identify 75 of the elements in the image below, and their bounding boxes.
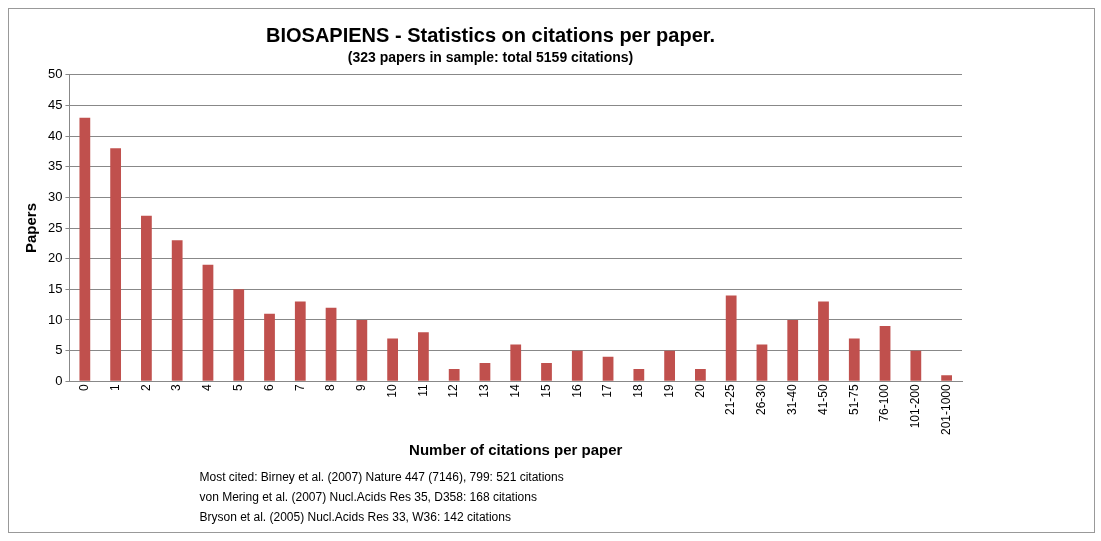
bar bbox=[264, 313, 275, 381]
text: von Mering et al. (2007) Nucl.Acids Res 35, D358: 168 citations bbox=[199, 490, 537, 505]
x-tick-label: 1 bbox=[107, 383, 122, 391]
x-tick-label: 19 bbox=[661, 383, 676, 398]
text: Bryson et al. (2005) Nucl.Acids Res 33, W36: 142 citations bbox=[199, 510, 511, 525]
bar bbox=[110, 148, 122, 381]
x-tick-label: 41-50 bbox=[815, 383, 830, 415]
bar bbox=[387, 338, 399, 381]
y-tick-label: 10 bbox=[47, 311, 63, 327]
bar bbox=[479, 362, 491, 381]
x-tick-label: 31-40 bbox=[785, 383, 800, 415]
y-tick-label: 45 bbox=[47, 97, 63, 113]
x-tick-label: 7 bbox=[292, 383, 307, 391]
bar bbox=[171, 240, 183, 381]
bar bbox=[294, 301, 306, 381]
bar bbox=[633, 369, 645, 381]
x-tick-label: 201-1000 bbox=[938, 383, 953, 436]
x-tick-label: 5 bbox=[231, 383, 246, 391]
bar bbox=[818, 301, 829, 381]
bar bbox=[79, 117, 91, 381]
bar bbox=[202, 264, 214, 381]
y-tick-label: 50 bbox=[47, 66, 63, 82]
x-tick-label: 11 bbox=[415, 383, 430, 397]
x-tick-label: 14 bbox=[508, 383, 523, 398]
chart-subtitle: (323 papers in sample: total 5159 citations) bbox=[347, 49, 634, 66]
bar bbox=[602, 356, 614, 381]
bar bbox=[848, 338, 860, 381]
x-tick-label: 21-25 bbox=[723, 383, 738, 415]
x-tick-label: 2 bbox=[138, 383, 153, 391]
bar bbox=[910, 350, 922, 381]
x-tick-label: 16 bbox=[569, 383, 584, 398]
bar bbox=[664, 350, 675, 381]
chart-title: BIOSAPIENS - Statistics on citations per paper. bbox=[266, 23, 715, 46]
x-tick-label: 4 bbox=[200, 383, 215, 391]
bar bbox=[879, 326, 891, 381]
x-tick-label: 20 bbox=[692, 383, 707, 398]
x-tick-label: 101-200 bbox=[908, 383, 923, 429]
bar bbox=[541, 362, 552, 381]
y-tick-label: 15 bbox=[47, 280, 63, 296]
bar bbox=[756, 344, 768, 381]
y-tick-label: 30 bbox=[47, 188, 63, 204]
x-tick-label: 10 bbox=[384, 383, 399, 398]
text: Most cited: Birney et al. (2007) Nature 447 (7146), 799: 521 citations bbox=[199, 470, 564, 485]
x-tick-label: 51-75 bbox=[846, 383, 861, 415]
bar bbox=[325, 307, 337, 381]
x-tick-label: 8 bbox=[323, 383, 338, 391]
x-tick-label: 76-100 bbox=[877, 383, 892, 422]
x-tick-label: 9 bbox=[354, 383, 369, 391]
x-axis-title: Number of citations per paper bbox=[409, 441, 623, 459]
x-tick-label: 12 bbox=[446, 383, 461, 398]
x-tick-label: 0 bbox=[77, 383, 92, 391]
bar bbox=[448, 369, 460, 381]
bar bbox=[571, 350, 583, 381]
y-tick-label: 5 bbox=[55, 342, 63, 358]
bar bbox=[356, 319, 368, 381]
bar bbox=[141, 215, 152, 381]
bar bbox=[418, 332, 429, 381]
x-tick-label: 18 bbox=[631, 383, 646, 398]
y-tick-label: 20 bbox=[47, 250, 63, 266]
x-tick-label: 13 bbox=[477, 383, 492, 398]
bar bbox=[233, 289, 245, 381]
bar bbox=[510, 344, 522, 381]
y-tick-label: 40 bbox=[47, 127, 63, 143]
bar bbox=[941, 375, 952, 381]
x-tick-label: 3 bbox=[169, 383, 184, 391]
x-tick-label: 6 bbox=[261, 383, 276, 391]
y-tick-label: 25 bbox=[47, 219, 63, 235]
x-tick-label: 26-30 bbox=[754, 383, 769, 415]
y-axis-title: Papers bbox=[22, 203, 40, 254]
bar bbox=[725, 295, 737, 381]
x-tick-label: 15 bbox=[538, 383, 553, 398]
x-tick-label: 17 bbox=[600, 383, 615, 398]
y-tick-label: 35 bbox=[47, 158, 63, 174]
bar bbox=[787, 319, 799, 381]
bar bbox=[695, 369, 706, 381]
